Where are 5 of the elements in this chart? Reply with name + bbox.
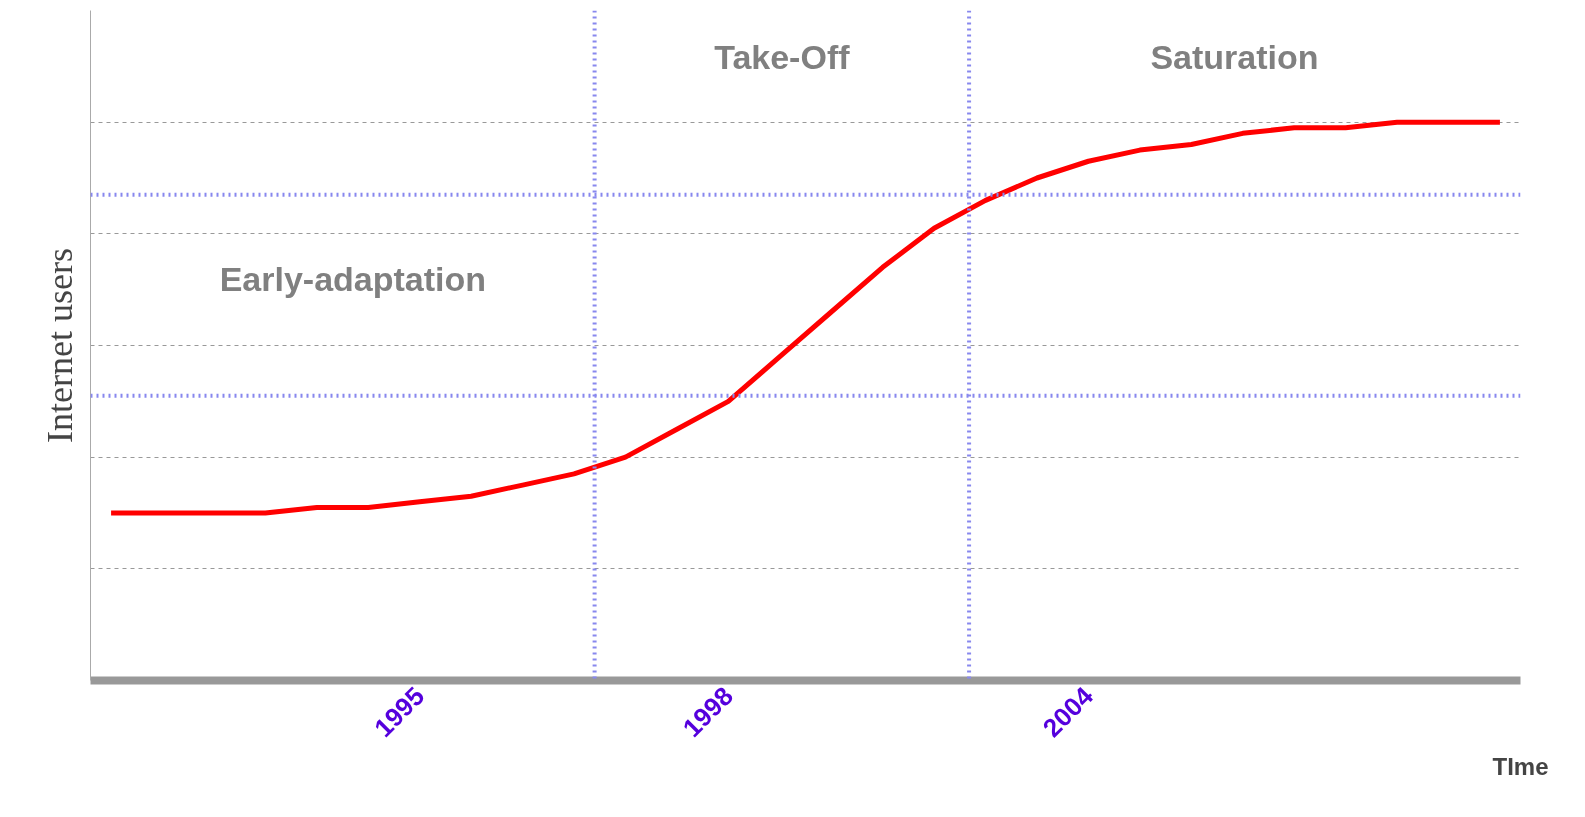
annotation: Early-adaptation — [219, 259, 487, 298]
text: Take-Off — [714, 38, 851, 77]
y-axis-title: Internet users — [39, 248, 80, 443]
x-axis-title: TIme — [1492, 753, 1549, 781]
text: Saturation — [1150, 38, 1319, 77]
